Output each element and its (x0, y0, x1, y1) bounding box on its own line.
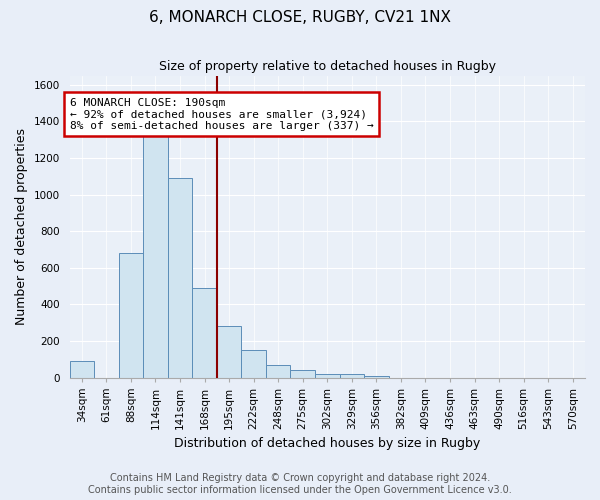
X-axis label: Distribution of detached houses by size in Rugby: Distribution of detached houses by size … (174, 437, 481, 450)
Bar (192, 288, 217, 378)
Bar (340, 374, 364, 378)
Text: 6 MONARCH CLOSE: 190sqm
← 92% of detached houses are smaller (3,924)
8% of semi-: 6 MONARCH CLOSE: 190sqm ← 92% of detache… (70, 98, 373, 130)
Text: 6, MONARCH CLOSE, RUGBY, CV21 1NX: 6, MONARCH CLOSE, RUGBY, CV21 1NX (149, 10, 451, 25)
Bar (143, 134, 168, 378)
Bar (266, 364, 290, 378)
Title: Size of property relative to detached houses in Rugby: Size of property relative to detached ho… (159, 60, 496, 73)
Bar (290, 370, 315, 378)
Text: Contains HM Land Registry data © Crown copyright and database right 2024.
Contai: Contains HM Land Registry data © Crown c… (88, 474, 512, 495)
Bar (364, 376, 389, 378)
Bar (315, 374, 340, 378)
Bar (217, 326, 241, 378)
Bar (168, 178, 192, 378)
Bar (241, 350, 266, 378)
Y-axis label: Number of detached properties: Number of detached properties (15, 128, 28, 325)
Bar (70, 361, 94, 378)
Bar (119, 253, 143, 378)
